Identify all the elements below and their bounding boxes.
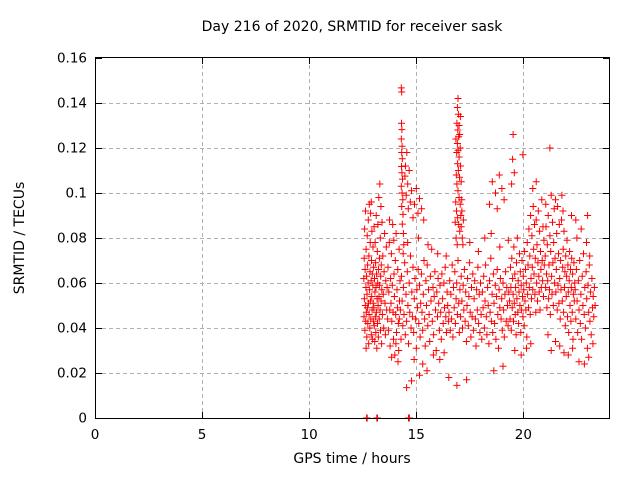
- chart-title: Day 216 of 2020, SRMTID for receiver sas…: [201, 19, 503, 35]
- y-tick-label: 0.04: [57, 321, 87, 337]
- y-axis-label: SRMTID / TECUs: [12, 181, 28, 295]
- axes-border: [95, 57, 610, 419]
- y-tick-label: 0.08: [57, 231, 87, 247]
- x-tick-label: 15: [408, 427, 425, 443]
- x-tick-label: 20: [515, 427, 532, 443]
- x-tick-label: 0: [91, 427, 100, 443]
- x-axis-label: GPS time / hours: [293, 451, 411, 467]
- y-tick-label: 0.16: [57, 51, 87, 67]
- y-tick-label: 0.02: [57, 366, 87, 382]
- y-tick-label: 0.06: [57, 276, 87, 292]
- data-points: [360, 84, 599, 422]
- y-tick-label: 0.1: [66, 186, 87, 202]
- y-tick-label: 0: [78, 411, 87, 427]
- y-tick-label: 0.12: [57, 141, 87, 157]
- tick-labels: 0 5 10 15 20 0 0.02 0.04 0.06 0.08 0.1 0.12 0.14 0.16: [57, 51, 532, 444]
- x-tick-label: 5: [198, 427, 207, 443]
- x-tick-label: 10: [301, 427, 318, 443]
- y-tick-label: 0.14: [57, 96, 87, 112]
